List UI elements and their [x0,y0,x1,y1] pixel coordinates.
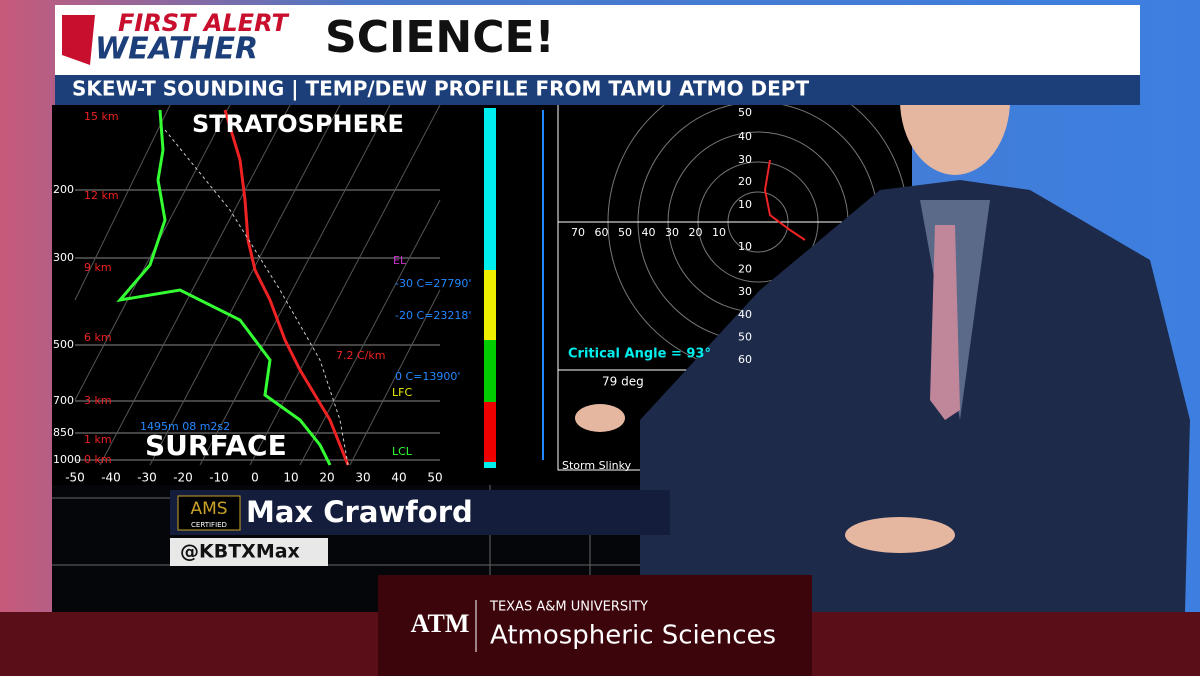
hodograph-ring-label: 50 [618,226,632,239]
temperature-label: -40 [101,471,121,485]
critical-angle: Critical Angle = 93° [568,347,711,362]
pressure-label: 850 [53,426,74,439]
department: Atmospheric Sciences [490,621,776,651]
name-bar [170,490,670,535]
column-green [484,340,496,402]
title: SCIENCE! [325,12,555,63]
pressure-label: 700 [53,394,74,407]
stratosphere-label: STRATOSPHERE [192,110,404,138]
pressure-label: 200 [53,183,74,196]
isotherms [74,104,441,466]
temperature-profile [223,109,350,466]
logo-top: FIRST ALERT [118,9,289,37]
hodograph-ring-label: 50 [738,330,752,343]
skew-t-annotation: LCL [392,445,413,458]
hodograph-ring-label: 60 [738,353,752,366]
hodograph-ring-label: 20 [738,175,752,188]
height-label: 0 km [84,453,112,466]
presenter-name: Max Crawford [246,495,473,529]
temperature-label: 30 [355,471,370,485]
skew-t-annotation: LFC [392,386,412,399]
presenter-handle: @KBTXMax [180,541,300,563]
hodograph-ring-label: 40 [738,308,752,321]
hodograph-ring-label: 10 [738,198,752,211]
temperature-label: -10 [209,471,229,485]
subtitle-bar [55,75,1140,105]
height-label: 15 km [84,110,119,123]
height-label: 6 km [84,331,112,344]
pressure-label: 300 [53,251,74,264]
hodograph-ring-label: 10 [712,226,726,239]
ams-certified: CERTIFIED [191,521,227,529]
hodograph-ring-label: 20 [738,263,752,276]
skew-t-annotation: 7.2 C/km [336,349,385,362]
ams-text: AMS [190,499,227,519]
hodograph-ring-label: 40 [642,226,656,239]
hodograph-ring-label: 20 [689,226,703,239]
hodograph-ring-label: 30 [665,226,679,239]
logo-bottom: WEATHER [95,32,258,67]
hodograph-ring-label: 70 [571,226,585,239]
pressure-label: 500 [53,338,74,351]
height-label: 1 km [84,433,112,446]
temperature-label: -20 [173,471,193,485]
tamu-logo: ATM [411,609,470,638]
temperature-label: 40 [391,471,406,485]
hodograph-ring-label: 50 [738,106,752,119]
skew-t-annotation: 0 C=13900' [395,370,460,383]
university: TEXAS A&M UNIVERSITY [489,600,648,615]
header-bar [55,5,1140,75]
slinky-angle: 79 deg [602,375,644,389]
parcel-path [164,129,349,466]
hodograph-ring-label: 40 [738,130,752,143]
hodograph-ring-label: 10 [738,240,752,253]
skew-t-annotation: -30 C=27790' [395,277,471,290]
temperature-label: -30 [137,471,157,485]
logo-badge [62,15,95,65]
height-label: 12 km [84,189,119,202]
height-label: 3 km [84,394,112,407]
hodograph-ring-label: 30 [738,285,752,298]
hodograph-ring-label: 60 [595,226,609,239]
handle-bar [170,538,328,566]
temperature-label: -50 [65,471,85,485]
temperature-label: 20 [319,471,334,485]
skew-t-annotation: EL [393,254,407,267]
hodograph-trace [763,159,806,241]
temperature-label: 50 [427,471,442,485]
dewpoint-profile [116,109,332,466]
subtitle: SKEW-T SOUNDING | TEMP/DEW PROFILE FROM … [72,77,809,101]
hodograph-ring-label: 30 [738,153,752,166]
column-yellow [484,270,496,340]
temperature-label: 10 [283,471,298,485]
temperature-label: 0 [251,471,259,485]
slinky-title: Storm Slinky [562,459,632,472]
footer-box [378,575,812,676]
skew-t-annotation: 1495m 08 m2s2 [140,420,230,433]
column-red [484,402,496,462]
surface-label: SURFACE [145,429,287,462]
skew-t-annotation: -20 C=23218' [395,309,471,322]
pressure-label: 1000 [53,453,81,466]
ams-badge [177,495,241,531]
height-label: 9 km [84,261,112,274]
